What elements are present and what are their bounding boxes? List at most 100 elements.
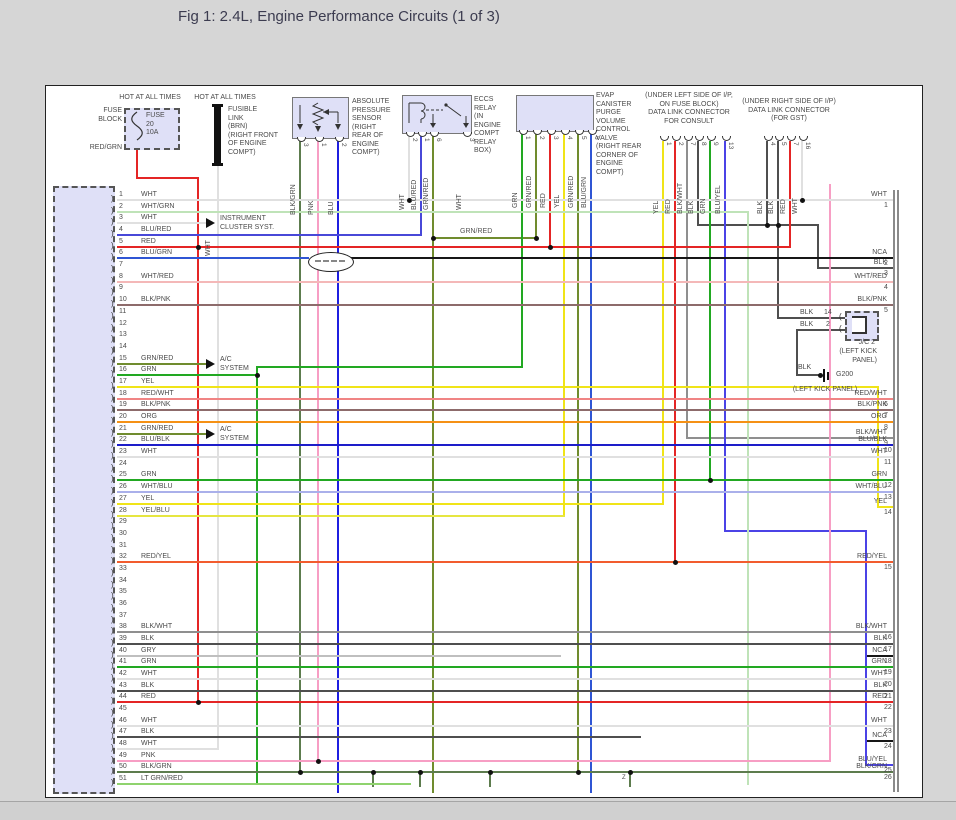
component-pin-wire-label: BLK <box>688 200 695 214</box>
wire-segment <box>796 329 798 376</box>
left-pin-bracket: ) <box>111 428 114 437</box>
component-pin-wire-label: YEL <box>554 194 561 208</box>
component-pin-number: 2 <box>340 143 347 147</box>
wire-segment <box>521 134 523 368</box>
wire-segment <box>117 211 749 213</box>
wire-segment <box>724 141 726 532</box>
wire-segment <box>117 783 411 785</box>
left-pin-bracket: ) <box>111 591 114 600</box>
evap-valve-label: ENGINE <box>596 160 623 167</box>
left-pin-bracket: ) <box>111 731 114 740</box>
left-pin-number: 2 <box>119 203 123 210</box>
left-pin-number: 32 <box>119 553 127 560</box>
left-pin-wire-label: BLK <box>141 682 155 689</box>
right-pin-number: 5 <box>884 307 888 314</box>
g200-location-label: (LEFT KICK PANEL) <box>792 386 858 393</box>
left-pin-number: 34 <box>119 577 127 584</box>
left-pin-bracket: ) <box>111 510 114 519</box>
wire-segment <box>117 678 894 680</box>
left-pin-number: 25 <box>119 471 127 478</box>
component-pin-wire-label: PNK <box>308 200 315 215</box>
wire-segment <box>117 631 894 633</box>
junction-dot <box>195 244 201 250</box>
right-pin-wire-label: WHT/RED <box>854 273 887 280</box>
wire-segment <box>865 530 867 766</box>
left-pin-bracket: ) <box>111 778 114 787</box>
wire-segment <box>117 304 894 306</box>
left-pin-bracket: ) <box>111 334 114 343</box>
wire-segment <box>724 530 867 532</box>
right-pin-wire-label: BLK/WHT <box>855 429 887 436</box>
wire-segment <box>117 748 219 750</box>
wire-segment <box>117 433 206 435</box>
wire-segment <box>419 771 421 787</box>
component-pin-number: 2 <box>677 142 684 146</box>
bottom-strip <box>0 801 956 820</box>
junction-dot <box>195 699 201 705</box>
left-pin-bracket: ) <box>111 369 114 378</box>
left-pin-wire-label: GRN <box>141 658 157 665</box>
junction-dot <box>672 559 678 565</box>
evap-valve-label: PURGE <box>596 109 621 116</box>
left-pin-wire-label: WHT <box>141 191 157 198</box>
right-pin-number: 21 <box>884 693 892 700</box>
component-pin-number: 1 <box>423 138 430 142</box>
junction-dot <box>487 769 493 775</box>
fusible-link-cap <box>212 163 223 166</box>
jc2-pin14-wire-label: BLK <box>800 309 814 316</box>
left-pin-wire-label: WHT <box>141 448 157 455</box>
left-pin-wire-label: WHT/BLU <box>141 483 173 490</box>
wire-segment <box>117 561 894 563</box>
left-pin-bracket: ) <box>111 673 114 682</box>
left-pin-bracket: ) <box>111 241 114 250</box>
evap-valve-label: COMPT) <box>596 168 624 176</box>
right-pin-wire-label: NCA <box>872 249 887 256</box>
eccs-relay-box <box>402 95 472 134</box>
left-pin-number: 33 <box>119 565 127 572</box>
component-pin-cup <box>787 136 796 141</box>
fusible-link-cap <box>212 104 223 107</box>
component-pin-cup <box>575 130 584 135</box>
left-pin-number: 20 <box>119 413 127 420</box>
left-pin-wire-label: GRN/RED <box>141 355 174 362</box>
component-pin-cup <box>533 130 542 135</box>
left-pin-bracket: ) <box>111 252 114 261</box>
component-pin-number: 8 <box>700 142 707 146</box>
left-pin-bracket: ) <box>111 603 114 612</box>
left-pin-bracket: ) <box>111 650 114 659</box>
wire-segment <box>877 506 894 508</box>
pressure-sensor-label: SENSOR <box>352 115 382 122</box>
left-pin-bracket: ) <box>111 743 114 752</box>
right-pin-wire-label: GRN <box>871 658 887 665</box>
component-pin-wire-label: BLK/GRN <box>290 184 297 215</box>
wire-segment <box>117 760 831 762</box>
component-pin-wire-label: WHT <box>792 198 799 214</box>
left-pin-number: 41 <box>119 658 127 665</box>
left-pin-number: 22 <box>119 436 127 443</box>
wire-segment <box>686 141 688 439</box>
jc2-pin2-number: 2 <box>826 321 830 328</box>
left-pin-number: 36 <box>119 600 127 607</box>
left-pin-bracket: ) <box>111 533 114 542</box>
fusible-link-bar <box>214 106 221 164</box>
right-pin-wire-label: NCA <box>872 732 887 739</box>
wire-segment <box>117 655 561 657</box>
left-pin-number: 7 <box>119 261 123 268</box>
left-pin-wire-label: BLU/RED <box>141 226 172 233</box>
right-pin-wire-label: ORG <box>871 413 887 420</box>
wire-segment <box>432 237 537 239</box>
left-pin-bracket: ) <box>111 451 114 460</box>
wire-segment <box>408 134 410 201</box>
eccs-relay-label: (IN <box>474 113 484 120</box>
component-pin-wire-label: RED <box>780 199 787 214</box>
component-pin-cup <box>519 130 528 135</box>
pressure-sensor-label: PRESSURE <box>352 106 391 114</box>
hot-at-all-times-label: HOT AT ALL TIMES <box>119 94 181 101</box>
fusible-link-label: LINK <box>228 114 244 122</box>
component-pin-cup <box>297 137 306 142</box>
left-pin-number: 21 <box>119 425 127 432</box>
wire-segment <box>867 655 894 657</box>
ac-system-arrow <box>206 429 215 439</box>
right-pin-number: 12 <box>884 482 892 489</box>
component-pin-cup <box>430 132 439 137</box>
